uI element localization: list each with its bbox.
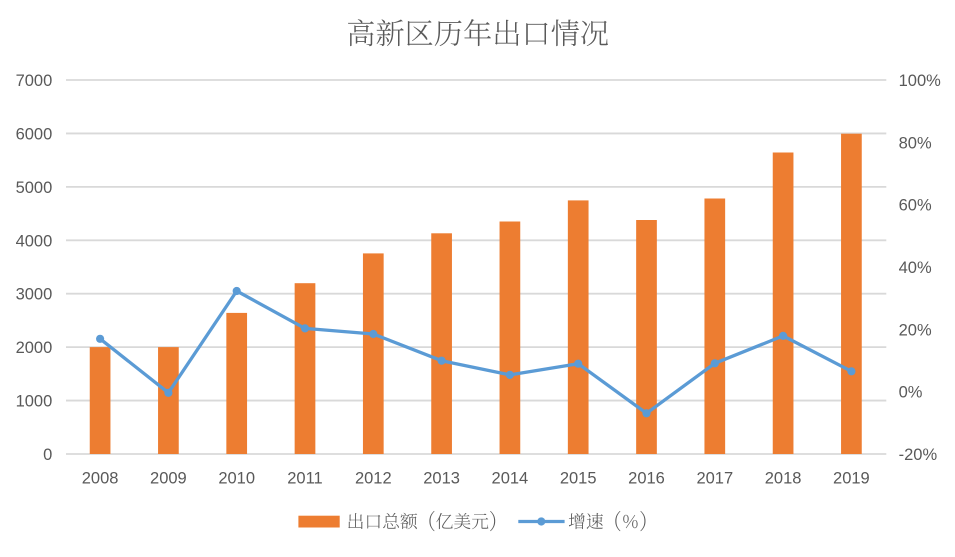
svg-text:2008: 2008 xyxy=(82,470,119,488)
svg-text:2014: 2014 xyxy=(492,470,529,488)
svg-text:100%: 100% xyxy=(899,72,942,90)
svg-text:2011: 2011 xyxy=(287,470,322,488)
svg-text:2018: 2018 xyxy=(765,470,802,488)
svg-text:80%: 80% xyxy=(899,134,932,152)
svg-text:0%: 0% xyxy=(899,384,923,402)
svg-text:2012: 2012 xyxy=(355,470,392,488)
svg-text:3000: 3000 xyxy=(16,286,53,304)
svg-text:2009: 2009 xyxy=(150,470,187,488)
svg-text:6000: 6000 xyxy=(16,125,53,143)
svg-text:40%: 40% xyxy=(899,259,932,277)
svg-text:0: 0 xyxy=(43,446,52,464)
svg-text:7000: 7000 xyxy=(16,72,53,90)
svg-text:2019: 2019 xyxy=(833,470,870,488)
svg-text:60%: 60% xyxy=(899,197,932,215)
svg-text:1000: 1000 xyxy=(16,393,53,411)
svg-text:-20%: -20% xyxy=(899,446,938,464)
svg-text:5000: 5000 xyxy=(16,179,53,197)
svg-text:2017: 2017 xyxy=(696,470,733,488)
svg-text:2013: 2013 xyxy=(423,470,460,488)
svg-text:2016: 2016 xyxy=(628,470,665,488)
svg-text:4000: 4000 xyxy=(16,232,53,250)
svg-text:2010: 2010 xyxy=(218,470,255,488)
svg-text:20%: 20% xyxy=(899,321,932,339)
svg-text:2000: 2000 xyxy=(16,339,53,357)
svg-text:2015: 2015 xyxy=(560,470,597,488)
